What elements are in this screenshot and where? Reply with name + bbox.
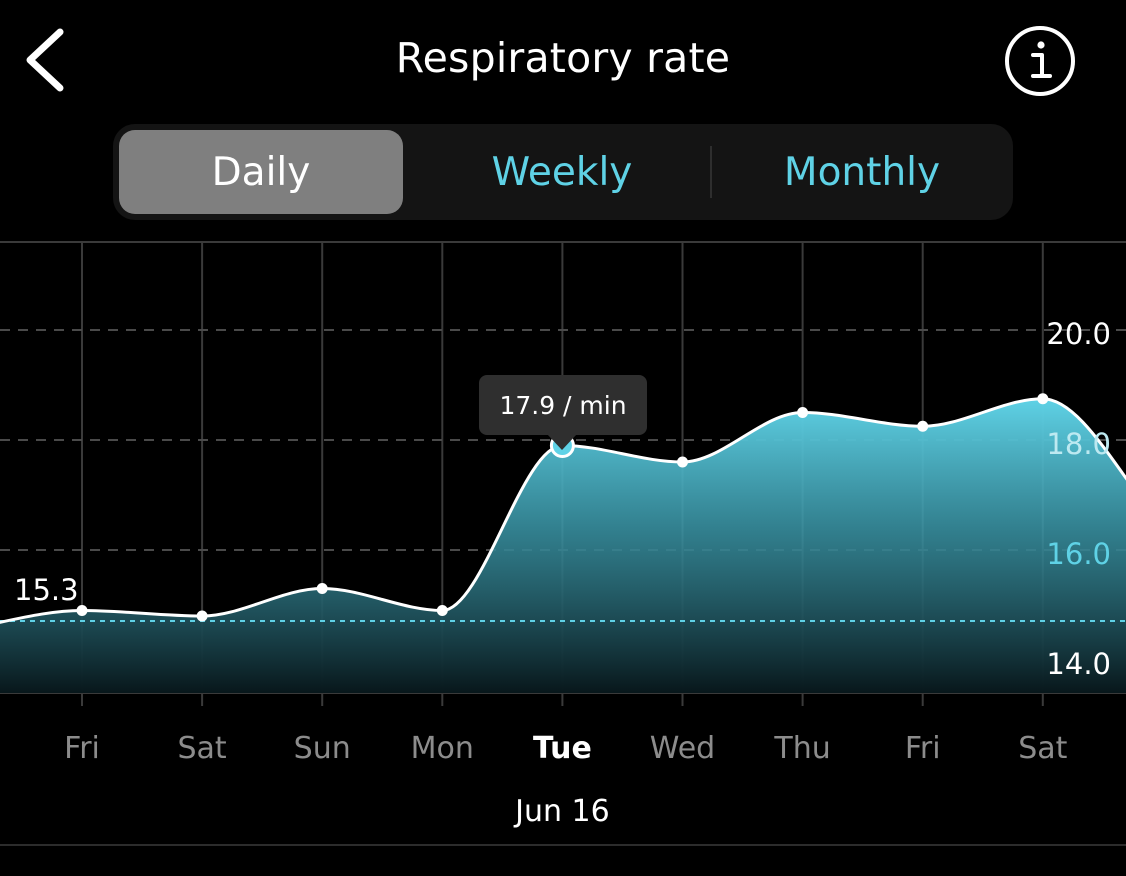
- data-point[interactable]: [436, 605, 448, 616]
- respiratory-rate-chart[interactable]: 15.3 14.0 16.0 18.0 20.0 Fri Sat Sun Mon Tue Wed…: [0, 236, 1126, 856]
- chart-svg: 15.3 14.0 16.0 18.0 20.0 Fri Sat Sun Mon Tue Wed…: [0, 241, 1126, 829]
- value-tooltip: 17.9 / min: [479, 375, 647, 435]
- tab-monthly[interactable]: Monthly: [783, 149, 941, 195]
- page-title: Respiratory rate: [395, 34, 731, 82]
- tab-weekly[interactable]: Weekly: [491, 149, 633, 195]
- period-segmented-control: Daily Weekly Monthly: [113, 124, 1013, 220]
- x-tick-label: Fri: [905, 731, 941, 766]
- average-label: 15.3: [14, 573, 79, 607]
- x-tick-label: Sat: [177, 731, 226, 766]
- selected-date-label: Jun 16: [513, 794, 610, 829]
- area-fill: [0, 398, 1126, 693]
- x-tick-label: Tue: [533, 731, 592, 766]
- y-tick-label: 16.0: [1046, 537, 1111, 571]
- data-point[interactable]: [316, 583, 328, 594]
- bottom-divider: [0, 844, 1126, 846]
- data-point[interactable]: [917, 420, 929, 432]
- x-tick-label: Thu: [773, 731, 830, 766]
- x-tick-label: Fri: [64, 731, 100, 766]
- data-point[interactable]: [196, 610, 208, 622]
- x-tick-label: Mon: [411, 731, 474, 766]
- back-button[interactable]: [18, 24, 78, 94]
- data-point[interactable]: [797, 407, 809, 418]
- x-tick-label: Wed: [650, 731, 715, 766]
- info-button[interactable]: [1004, 25, 1076, 97]
- y-tick-label: 20.0: [1046, 317, 1111, 351]
- data-point[interactable]: [1037, 393, 1049, 405]
- data-point[interactable]: [677, 456, 688, 468]
- info-icon: [1005, 26, 1075, 96]
- header: Respiratory rate: [0, 0, 1126, 120]
- y-tick-label: 14.0: [1046, 647, 1111, 681]
- tab-divider: [710, 146, 712, 198]
- x-tick-label: Sun: [294, 731, 351, 766]
- x-tick-label: Sat: [1018, 731, 1067, 766]
- y-tick-label: 18.0: [1046, 427, 1111, 461]
- tab-daily[interactable]: Daily: [119, 130, 403, 214]
- chevron-left-icon: [26, 28, 64, 92]
- tooltip-arrow: [547, 434, 577, 450]
- data-point[interactable]: [76, 605, 88, 616]
